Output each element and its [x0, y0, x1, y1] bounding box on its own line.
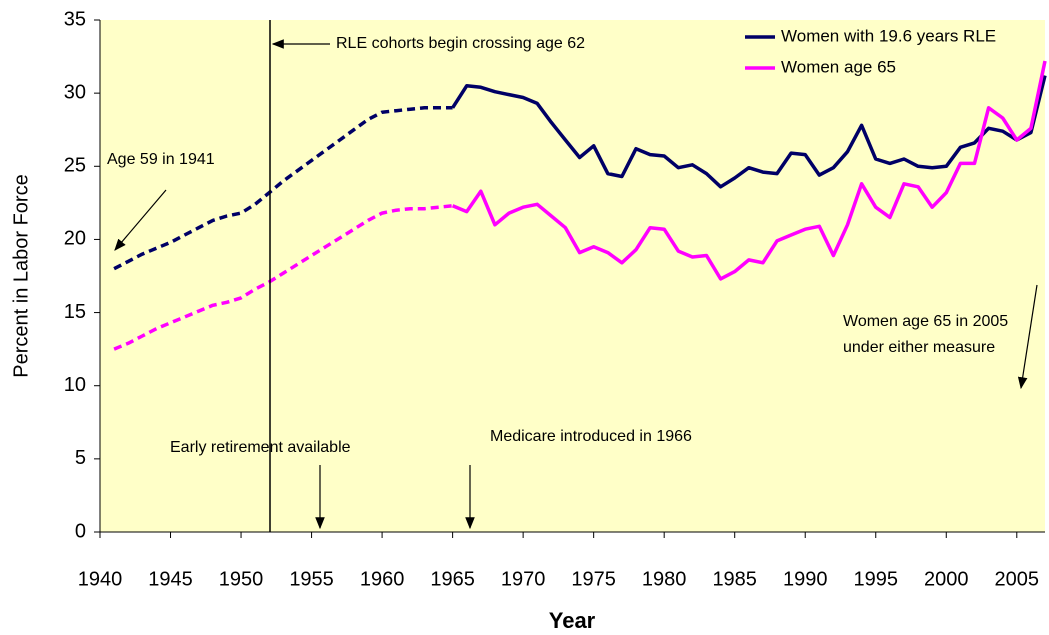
x-tick-label: 2005	[995, 568, 1040, 590]
x-tick-label: 1950	[219, 568, 264, 590]
y-tick-label: 35	[64, 8, 86, 30]
legend-label: Women with 19.6 years RLE	[781, 26, 996, 45]
annotation: under either measure	[843, 339, 995, 356]
annotation: RLE cohorts begin crossing age 62	[336, 35, 585, 52]
y-axis-title: Percent in Labor Force	[10, 174, 32, 377]
legend-label: Women age 65	[781, 57, 896, 76]
y-tick-label: 25	[64, 155, 86, 177]
y-tick-label: 30	[64, 81, 86, 103]
annotation: Women age 65 in 2005	[843, 313, 1008, 330]
x-tick-label: 1965	[430, 568, 475, 590]
x-tick-label: 2000	[924, 568, 969, 590]
x-tick-label: 1990	[783, 568, 828, 590]
x-tick-label: 1970	[501, 568, 546, 590]
x-tick-label: 1995	[853, 568, 898, 590]
y-tick-label: 5	[75, 447, 86, 469]
series-line	[113, 204, 453, 351]
y-tick-label: 10	[64, 374, 86, 396]
x-tick-label: 1940	[78, 568, 123, 590]
y-tick-label: 15	[64, 301, 86, 323]
series-line	[451, 75, 1047, 189]
y-tick-label: 0	[75, 520, 86, 542]
arrow	[1017, 284, 1038, 390]
annotation: Early retirement available	[170, 439, 351, 456]
annotation: Medicare introduced in 1966	[490, 428, 692, 445]
arrow	[114, 189, 167, 251]
x-tick-label: 1980	[642, 568, 687, 590]
series-line	[113, 106, 453, 271]
x-tick-label: 1955	[289, 568, 334, 590]
series-line	[451, 60, 1047, 281]
x-tick-label: 1960	[360, 568, 405, 590]
x-tick-label: 1975	[571, 568, 616, 590]
x-axis-title: Year	[549, 608, 596, 633]
y-tick-label: 20	[64, 228, 86, 250]
x-tick-label: 1985	[712, 568, 757, 590]
plot-area	[100, 20, 1045, 532]
annotation: Age 59 in 1941	[107, 151, 215, 168]
x-tick-label: 1945	[148, 568, 193, 590]
